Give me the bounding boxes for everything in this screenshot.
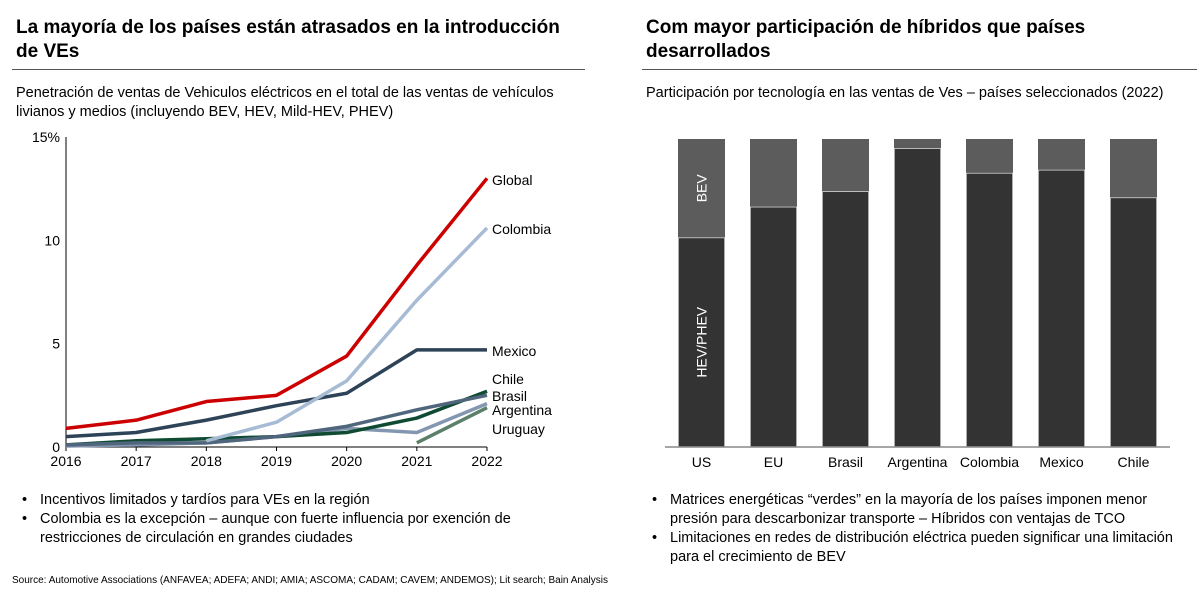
x-tick-label: 2019 — [261, 453, 292, 469]
series-label-mexico: Mexico — [492, 343, 537, 359]
category-label: Colombia — [960, 454, 1019, 470]
series-label-uruguay: Uruguay — [492, 421, 545, 437]
bar-segment-hev-phev — [677, 236, 726, 448]
category-label: Mexico — [1039, 454, 1084, 470]
left-bullets: Incentivos limitados y tardíos para VEs … — [16, 491, 576, 548]
category-label: Chile — [1118, 454, 1150, 470]
x-tick-label: 2016 — [50, 453, 81, 469]
category-label: Argentina — [888, 454, 948, 470]
series-line-chile — [65, 393, 488, 447]
right-subtitle: Participación por tecnología en las vent… — [646, 85, 1164, 101]
y-tick-label: 15% — [32, 129, 60, 145]
left-title-divider — [12, 69, 585, 70]
series-label-chile: Chile — [492, 371, 524, 387]
legend-label-hev-phev: HEV/PHEV — [694, 306, 710, 377]
bullet-item: Limitaciones en redes de distribución el… — [646, 529, 1196, 567]
x-tick-label: 2021 — [401, 453, 432, 469]
bar-segment-bev — [1110, 139, 1157, 198]
source-note: Source: Automotive Associations (ANFAVEA… — [12, 575, 608, 586]
bar-segment-bev — [678, 139, 725, 238]
bullet-item: Matrices energéticas “verdes” en la mayo… — [646, 491, 1196, 529]
bar-segment-hev-phev — [965, 172, 1014, 448]
y-tick-label: 0 — [52, 439, 60, 455]
bullet-item: Colombia es la excepción – aunque con fu… — [16, 510, 576, 548]
x-tick-label: 2022 — [471, 453, 502, 469]
category-label: US — [692, 454, 711, 470]
bar-segment-hev-phev — [893, 147, 942, 448]
bar-segment-hev-phev — [1037, 169, 1086, 448]
series-line-mexico — [65, 348, 487, 439]
left-title: La mayoría de los países están atrasados… — [16, 17, 560, 62]
left-subtitle: Penetración de ventas de Vehiculos eléct… — [16, 85, 554, 120]
line-chart: 0 5 10 15% 2016 2017 2018 2019 2020 2021 2022 Globa… — [32, 129, 552, 469]
series-label-argentina: Argentina — [492, 402, 552, 418]
category-label: Brasil — [828, 454, 863, 470]
right-title-divider — [642, 69, 1197, 70]
legend-label-bev: BEV — [694, 174, 710, 203]
series-line-uruguay — [416, 406, 488, 445]
bar-segment-hev-phev — [821, 190, 870, 448]
series-label-brasil: Brasil — [492, 388, 527, 404]
bullet-item: Incentivos limitados y tardíos para VEs … — [16, 491, 576, 510]
bar-segment-hev-phev — [1109, 196, 1158, 448]
x-tick-label: 2018 — [191, 453, 222, 469]
y-tick-label: 5 — [52, 336, 60, 352]
x-tick-label: 2020 — [331, 453, 362, 469]
bar-segment-hev-phev — [749, 206, 798, 448]
bar-segment-bev — [822, 139, 869, 192]
bar-segment-bev — [750, 139, 797, 207]
bar-segment-bev — [894, 139, 941, 149]
x-tick-label: 2017 — [121, 453, 152, 469]
y-tick-label: 10 — [44, 232, 60, 248]
right-bullets: Matrices energéticas “verdes” en la mayo… — [646, 491, 1196, 567]
category-label: EU — [764, 454, 783, 470]
series-label-colombia: Colombia — [492, 221, 551, 237]
stacked-bar-chart: US EU Brasil Argentina Colombia Mexico Chile HE… — [665, 139, 1170, 470]
bar-segment-bev — [1038, 139, 1085, 170]
bar-segment-bev — [966, 139, 1013, 173]
series-label-global: Global — [492, 172, 532, 188]
series-line-global — [65, 177, 489, 431]
right-title: Com mayor participación de híbridos que … — [646, 17, 1086, 62]
series-line-colombia — [205, 226, 489, 443]
